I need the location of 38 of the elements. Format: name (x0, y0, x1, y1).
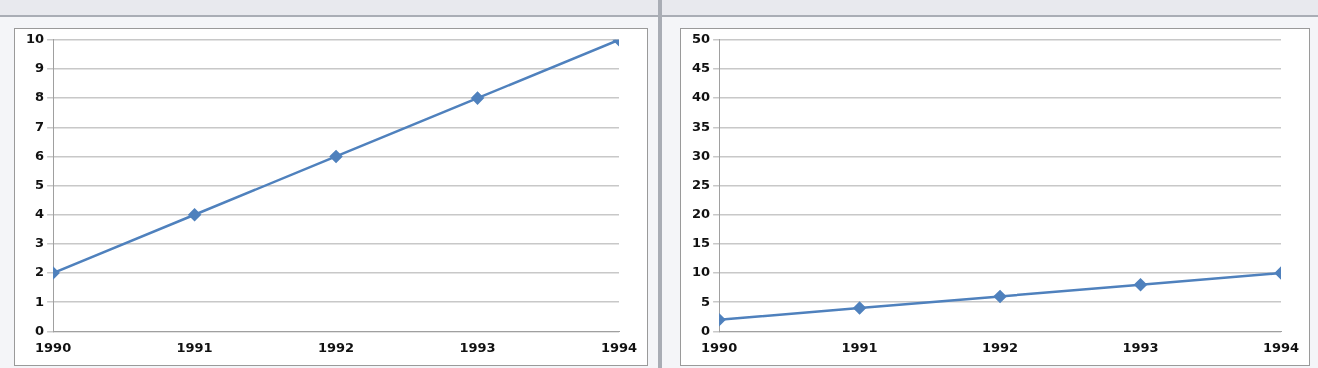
x-tick-label: 1992 (317, 339, 355, 355)
y-tick-label: 10 (26, 31, 45, 47)
y-tick-label: 8 (35, 89, 45, 105)
y-tick-label: 4 (35, 206, 45, 222)
y-tick-label: 5 (701, 293, 711, 309)
y-tick-label: 0 (35, 322, 45, 338)
y-tick-label: 45 (692, 60, 711, 76)
y-tick-label: 35 (692, 118, 711, 134)
x-tick-label: 1991 (841, 339, 878, 355)
y-tick-label: 1 (35, 293, 45, 309)
x-tick-label: 1992 (981, 339, 1019, 355)
y-tick-label: 5 (35, 176, 45, 192)
x-tick-label: 1994 (1262, 339, 1300, 355)
y-tick-label: 15 (692, 235, 711, 251)
x-tick-label: 1993 (459, 339, 496, 355)
y-tick-label: 3 (35, 235, 45, 251)
y-tick-label: 9 (35, 60, 45, 76)
y-tick-label: 2 (35, 264, 45, 280)
point (188, 208, 201, 222)
y-tick-label: 0 (701, 322, 711, 338)
y-tick-label: 25 (692, 176, 711, 192)
y-tick-label: 7 (35, 118, 45, 134)
point (329, 150, 343, 163)
y-tick-label: 40 (692, 89, 711, 105)
point (993, 290, 1007, 303)
y-tick-label: 6 (35, 147, 45, 163)
y-tick-label: 30 (692, 147, 711, 163)
y-tick-label: 20 (692, 206, 711, 222)
y-tick-label: 50 (692, 31, 711, 47)
x-tick-label: 1991 (176, 339, 213, 355)
point (471, 91, 484, 105)
x-tick-label: 1990 (35, 339, 72, 355)
x-tick-label: 1994 (600, 339, 638, 355)
point (1134, 278, 1147, 291)
point (853, 301, 866, 315)
y-tick-label: 10 (692, 264, 711, 280)
x-tick-label: 1990 (701, 339, 738, 355)
x-tick-label: 1993 (1122, 339, 1159, 355)
